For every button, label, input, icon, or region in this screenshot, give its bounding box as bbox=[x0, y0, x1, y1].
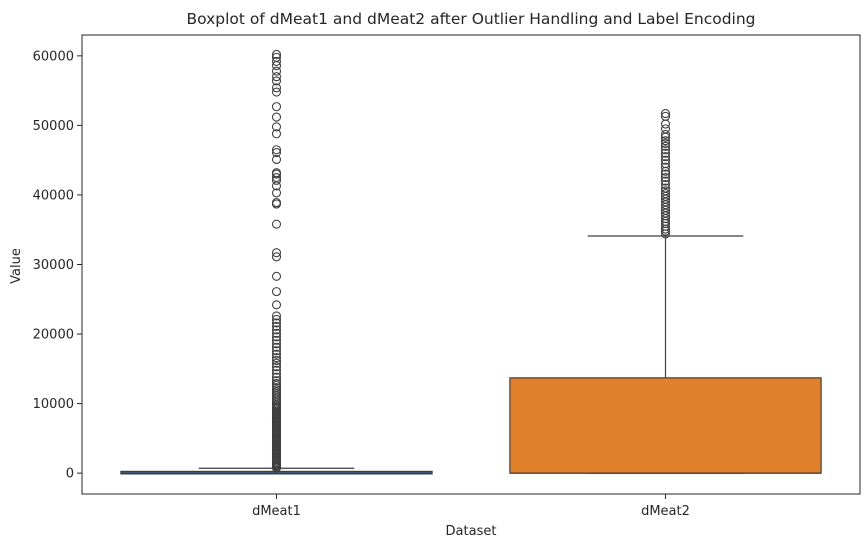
outlier-point bbox=[271, 358, 282, 368]
outlier-point bbox=[660, 136, 671, 146]
axes-frame: 0 10000 20000 30000 40000 50000 60000 dMeat1 dMe… bbox=[33, 34, 861, 519]
outlier-point bbox=[660, 111, 671, 121]
outlier-point bbox=[271, 300, 282, 310]
outlier-point bbox=[271, 52, 282, 62]
outlier-point bbox=[660, 183, 671, 193]
outlier-point bbox=[271, 314, 282, 324]
outlier-point bbox=[271, 49, 282, 60]
outlier-point bbox=[660, 119, 671, 129]
y-tick-label: 30000 bbox=[33, 258, 74, 273]
x-axis-label: Dataset bbox=[446, 524, 497, 539]
x-tick-label: dMeat2 bbox=[641, 504, 690, 519]
y-tick-label: 40000 bbox=[33, 188, 74, 203]
y-tick-label: 0 bbox=[66, 467, 74, 482]
y-tick-label: 20000 bbox=[33, 328, 74, 343]
outlier-point bbox=[271, 287, 282, 297]
outlier-point bbox=[271, 219, 282, 229]
y-tick-label: 50000 bbox=[33, 119, 74, 134]
y-axis-label: Value bbox=[9, 248, 24, 284]
outlier-point bbox=[271, 147, 282, 158]
outlier-point bbox=[660, 173, 671, 183]
box-group-dMeat1 bbox=[120, 49, 433, 475]
outlier-point bbox=[271, 248, 282, 258]
outlier-point bbox=[271, 369, 282, 379]
outlier-point bbox=[271, 83, 282, 93]
outlier-point bbox=[660, 109, 671, 119]
outlier-point bbox=[271, 346, 282, 356]
outlier-point bbox=[271, 353, 282, 363]
outlier-point bbox=[271, 325, 282, 335]
outlier-point bbox=[271, 339, 282, 349]
outlier-point bbox=[271, 102, 282, 112]
outlier-point bbox=[271, 378, 282, 388]
outlier-point bbox=[271, 311, 282, 321]
outlier-point bbox=[271, 355, 282, 366]
y-tick-label: 10000 bbox=[33, 397, 74, 412]
outlier-point bbox=[660, 145, 671, 155]
outlier-point bbox=[660, 148, 671, 158]
outlier-point bbox=[660, 155, 671, 165]
box-group-dMeat2 bbox=[509, 109, 822, 474]
outlier-point bbox=[660, 138, 671, 149]
outlier-point bbox=[271, 122, 282, 132]
outlier-point bbox=[271, 66, 282, 76]
outlier-point bbox=[660, 186, 671, 196]
outlier-point bbox=[271, 154, 282, 165]
outlier-point bbox=[271, 129, 282, 139]
outlier-point bbox=[271, 145, 282, 155]
outlier-point bbox=[271, 56, 282, 66]
outlier-point bbox=[271, 362, 282, 372]
outlier-point bbox=[271, 335, 282, 345]
outlier-point bbox=[660, 129, 671, 139]
outlier-point bbox=[660, 162, 671, 172]
outlier-point bbox=[660, 141, 671, 151]
outlier-point bbox=[660, 124, 671, 134]
outlier-point bbox=[271, 72, 282, 82]
outlier-point bbox=[271, 168, 282, 178]
outlier-point bbox=[271, 112, 282, 122]
outlier-point bbox=[660, 152, 671, 162]
outlier-point bbox=[271, 342, 282, 352]
outlier-point bbox=[271, 173, 282, 183]
x-tick-label: dMeat1 bbox=[252, 504, 301, 519]
outlier-point bbox=[271, 318, 282, 328]
outlier-point bbox=[271, 252, 282, 262]
chart-title: Boxplot of dMeat1 and dMeat2 after Outli… bbox=[186, 10, 755, 28]
outlier-point bbox=[660, 159, 671, 169]
outlier-point bbox=[660, 176, 671, 186]
y-tick-label: 60000 bbox=[33, 49, 74, 64]
outlier-point bbox=[660, 169, 671, 179]
outlier-point bbox=[271, 198, 282, 208]
outlier-point bbox=[271, 271, 282, 281]
outlier-point bbox=[271, 76, 282, 86]
outlier-point bbox=[271, 87, 282, 97]
outlier-point bbox=[271, 332, 282, 342]
outlier-point bbox=[660, 189, 671, 199]
outlier-point bbox=[271, 321, 282, 331]
outlier-point bbox=[271, 349, 282, 359]
outlier-point bbox=[271, 376, 282, 386]
box-body bbox=[509, 377, 822, 474]
outlier-point bbox=[660, 179, 671, 190]
outlier-point bbox=[271, 328, 282, 338]
outlier-point bbox=[271, 188, 282, 198]
outlier-point bbox=[271, 365, 282, 375]
plot-area bbox=[120, 49, 822, 475]
outlier-point bbox=[271, 372, 282, 382]
